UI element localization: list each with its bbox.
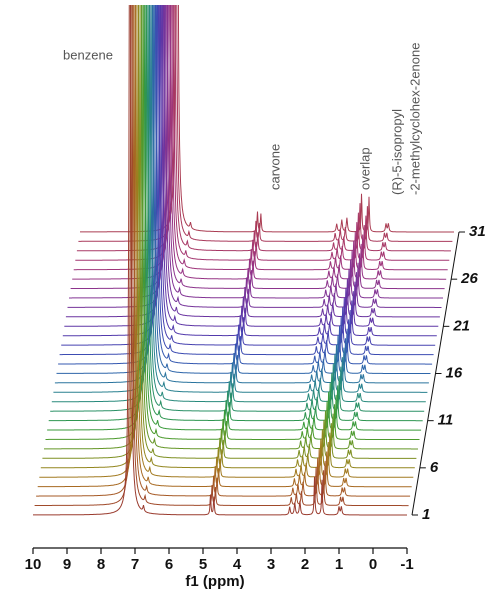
spectrum — [33, 5, 407, 516]
x-axis-label: f1 (ppm) — [185, 573, 244, 590]
spectrum — [53, 5, 428, 393]
spectrum — [34, 5, 409, 507]
annotation: benzene — [63, 47, 113, 62]
x-tick-label: 2 — [301, 556, 309, 573]
spectrum — [40, 5, 415, 469]
x-tick-label: 3 — [267, 556, 275, 573]
stack-label: 26 — [460, 270, 478, 287]
spectrum — [47, 5, 422, 431]
x-tick-label: 6 — [165, 556, 173, 573]
annotation: carvone — [267, 144, 282, 190]
spectrum — [62, 5, 437, 337]
annotation: -2-methylcyclohex-2enone — [407, 43, 422, 195]
x-tick-label: 5 — [199, 556, 207, 573]
x-tick-label: 1 — [335, 556, 343, 573]
spectrum — [61, 5, 436, 346]
stack-label: 11 — [438, 412, 454, 429]
spectrum — [45, 5, 420, 440]
spectrum — [39, 5, 414, 478]
x-tick-label: 8 — [97, 556, 105, 573]
spectrum — [51, 5, 426, 403]
spectrum — [50, 5, 425, 412]
spectrum — [64, 5, 439, 327]
traces — [33, 5, 454, 516]
stack-label: 6 — [430, 459, 439, 476]
x-tick-label: 10 — [25, 556, 42, 573]
x-tick-label: 9 — [63, 556, 71, 573]
spectrum — [42, 5, 417, 459]
spectrum — [58, 5, 433, 365]
spectrum — [69, 5, 443, 299]
spectrum — [67, 5, 442, 308]
stack-label: 31 — [469, 223, 486, 240]
spectrum — [59, 5, 434, 356]
spectrum — [36, 5, 411, 497]
spectrum — [37, 5, 412, 488]
x-tick-label: 7 — [131, 556, 139, 573]
stack-label: 16 — [446, 364, 463, 381]
x-tick-label: 0 — [369, 556, 377, 573]
spectrum — [54, 5, 429, 384]
stack-label: 21 — [452, 317, 470, 334]
spectrum — [48, 5, 423, 422]
annotation: overlap — [357, 147, 372, 190]
stack-label: 1 — [422, 506, 430, 523]
spectrum — [44, 5, 418, 450]
spectrum — [56, 5, 431, 374]
x-tick-label: -1 — [400, 556, 413, 573]
x-tick-label: 4 — [233, 556, 242, 573]
annotation: (R)-5-isopropyl — [389, 109, 404, 195]
